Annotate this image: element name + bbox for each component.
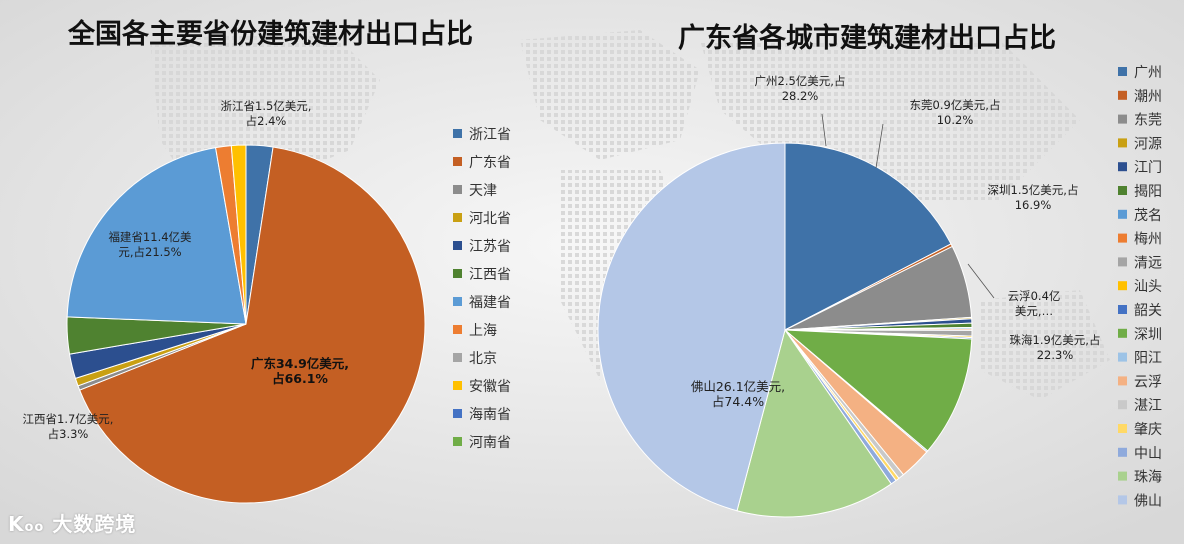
- legend-label-梅州: 梅州: [1134, 232, 1162, 248]
- legend-swatch-广州: [1118, 67, 1127, 76]
- data-label-江西省-line-1: 占3.3%: [48, 427, 89, 441]
- legend-label-河南省: 河南省: [469, 435, 511, 451]
- data-label-云浮-line-1: 美元,…: [1015, 304, 1053, 318]
- data-label-江西省-line-0: 江西省1.7亿美元,: [23, 412, 114, 426]
- legend-label-河源: 河源: [1134, 136, 1162, 152]
- pie-slice-深圳: [783, 329, 973, 452]
- legend-label-天津: 天津: [469, 183, 497, 199]
- legend-label-江门: 江门: [1134, 160, 1162, 176]
- legend-swatch-梅州: [1118, 233, 1127, 243]
- legend-label-河北省: 河北省: [469, 211, 511, 227]
- legend-label-中山: 中山: [1134, 446, 1162, 462]
- legend-label-阳江: 阳江: [1134, 351, 1162, 367]
- legend-swatch-中山: [1118, 447, 1127, 457]
- legend-label-肇庆: 肇庆: [1134, 422, 1162, 438]
- legend-label-佛山: 佛山: [1134, 493, 1162, 509]
- legend-label-揭阳: 揭阳: [1134, 184, 1162, 200]
- legend-label-湛江: 湛江: [1134, 398, 1162, 414]
- legend-label-广东省: 广东省: [469, 155, 511, 171]
- legend-swatch-北京: [453, 353, 462, 362]
- legend-swatch-东莞: [1118, 114, 1127, 124]
- legend-swatch-安徽省: [453, 381, 462, 390]
- data-label-深圳-line-0: 深圳1.5亿美元,占: [988, 183, 1079, 197]
- label-leader-云浮: [967, 263, 995, 299]
- legend-swatch-福建省: [453, 297, 462, 306]
- pie-slice-佛山: [597, 142, 786, 512]
- legend-label-云浮: 云浮: [1134, 374, 1162, 390]
- legend-swatch-上海: [453, 325, 462, 334]
- legend-label-江西省: 江西省: [469, 267, 511, 283]
- legend-swatch-江苏省: [453, 241, 462, 250]
- data-label-佛山-line-0: 佛山26.1亿美元,: [691, 379, 785, 394]
- data-label-东莞-line-1: 10.2%: [937, 113, 974, 127]
- legend-swatch-河源: [1118, 138, 1127, 148]
- legend-swatch-深圳: [1118, 328, 1127, 338]
- legend-swatch-云浮: [1118, 376, 1127, 386]
- legend-swatch-清远: [1118, 257, 1127, 267]
- pie-slice-广东省: [78, 146, 426, 504]
- legend-swatch-海南省: [453, 409, 462, 418]
- data-label-广东省-line-0: 广东34.9亿美元,: [251, 356, 349, 371]
- legend-swatch-韶关: [1118, 305, 1127, 314]
- legend-label-茂名: 茂名: [1134, 207, 1162, 224]
- legend-swatch-阳江: [1118, 352, 1127, 362]
- pie-slice-安徽省: [230, 144, 247, 325]
- legend-swatch-汕头: [1118, 281, 1127, 291]
- legend-label-广州: 广州: [1134, 65, 1162, 81]
- label-leader-广州: [821, 113, 827, 147]
- data-label-浙江省-line-0: 浙江省1.5亿美元,: [221, 99, 312, 113]
- legend-swatch-广东省: [453, 157, 462, 166]
- legend-label-海南省: 海南省: [469, 407, 511, 423]
- legend-swatch-佛山: [1118, 495, 1127, 505]
- right-chart-title: 广东省各城市建筑建材出口占比: [678, 23, 1056, 54]
- data-label-广州-line-0: 广州2.5亿美元,占: [755, 74, 846, 88]
- legend-swatch-潮州: [1118, 90, 1127, 100]
- legend-label-上海: 上海: [469, 323, 497, 339]
- legend-label-汕头: 汕头: [1134, 279, 1162, 295]
- logo-text: 大数跨境: [52, 512, 137, 536]
- pie-slice-广州: [784, 142, 952, 331]
- legend-swatch-揭阳: [1118, 186, 1127, 195]
- legend-swatch-江西省: [453, 269, 462, 278]
- legend-swatch-河南省: [453, 437, 462, 446]
- data-label-广州-line-1: 28.2%: [782, 89, 819, 103]
- legend-label-韶关: 韶关: [1134, 303, 1162, 319]
- legend-label-浙江省: 浙江省: [469, 127, 511, 143]
- data-label-佛山-line-1: 占74.4%: [712, 394, 764, 409]
- legend-swatch-湛江: [1118, 400, 1127, 410]
- legend-label-清远: 清远: [1134, 255, 1162, 271]
- pie-slice-福建省: [66, 147, 247, 325]
- legend-swatch-珠海: [1118, 471, 1127, 481]
- legend-label-珠海: 珠海: [1134, 470, 1162, 486]
- legend-swatch-天津: [453, 185, 462, 194]
- pie-slice-珠海: [736, 328, 892, 518]
- data-label-东莞-line-0: 东莞0.9亿美元,占: [910, 98, 1001, 112]
- data-label-浙江省-line-1: 占2.4%: [246, 114, 287, 128]
- label-leader-东莞: [875, 123, 884, 169]
- data-label-福建省-line-0: 福建省11.4亿美: [108, 230, 192, 244]
- data-label-珠海-line-0: 珠海1.9亿美元,占: [1010, 333, 1101, 347]
- legend-swatch-肇庆: [1118, 424, 1127, 433]
- legend-label-潮州: 潮州: [1134, 89, 1162, 105]
- legend-label-安徽省: 安徽省: [469, 379, 511, 395]
- data-label-深圳-line-1: 16.9%: [1015, 198, 1052, 212]
- legend-label-深圳: 深圳: [1134, 327, 1162, 343]
- data-label-云浮-line-0: 云浮0.4亿: [1008, 289, 1061, 303]
- data-label-福建省-line-1: 元,占21.5%: [118, 245, 181, 259]
- brand-logo: Koo 大数跨境: [8, 512, 137, 536]
- legend-swatch-江门: [1118, 162, 1127, 172]
- legend-swatch-河北省: [453, 213, 462, 222]
- legend-label-福建省: 福建省: [469, 295, 511, 311]
- legend-label-东莞: 东莞: [1134, 113, 1162, 129]
- left-chart-title: 全国各主要省份建筑建材出口占比: [68, 19, 473, 50]
- legend-swatch-茂名: [1118, 209, 1127, 219]
- legend-swatch-浙江省: [453, 129, 462, 138]
- legend-label-江苏省: 江苏省: [469, 239, 511, 255]
- data-label-广东省-line-1: 占66.1%: [272, 371, 328, 386]
- legend-label-北京: 北京: [469, 351, 497, 367]
- data-label-珠海-line-1: 22.3%: [1037, 348, 1074, 362]
